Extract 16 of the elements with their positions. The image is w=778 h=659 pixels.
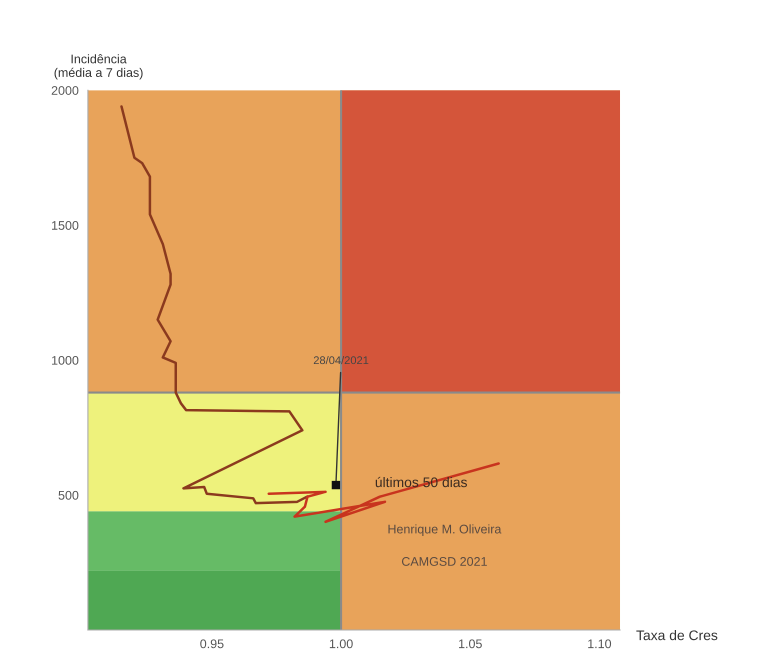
series-label: últimos 50 dias — [376, 476, 467, 488]
x-tick-label: 1.10 — [588, 639, 612, 648]
x-axis-title: Taxa de Cres — [636, 630, 718, 640]
y-axis-title: Incidência (média a 7 dias) — [54, 54, 143, 80]
y-tick-label: 1500 — [52, 221, 78, 230]
y-tick-label: 2000 — [52, 86, 78, 95]
x-tick-label: 0.95 — [200, 639, 224, 648]
x-tick-label: 1.00 — [330, 639, 353, 648]
annotation: CAMGSD 2021 — [402, 557, 487, 566]
y-tick-label: 1000 — [52, 356, 78, 365]
y-tick-label: 500 — [58, 490, 78, 500]
line-series — [267, 462, 500, 524]
line-series — [120, 105, 309, 504]
annotation: 28/04/2021 — [314, 356, 368, 364]
x-tick-label: 1.05 — [459, 639, 482, 648]
annotation: Henrique M. Oliveira — [388, 524, 502, 536]
